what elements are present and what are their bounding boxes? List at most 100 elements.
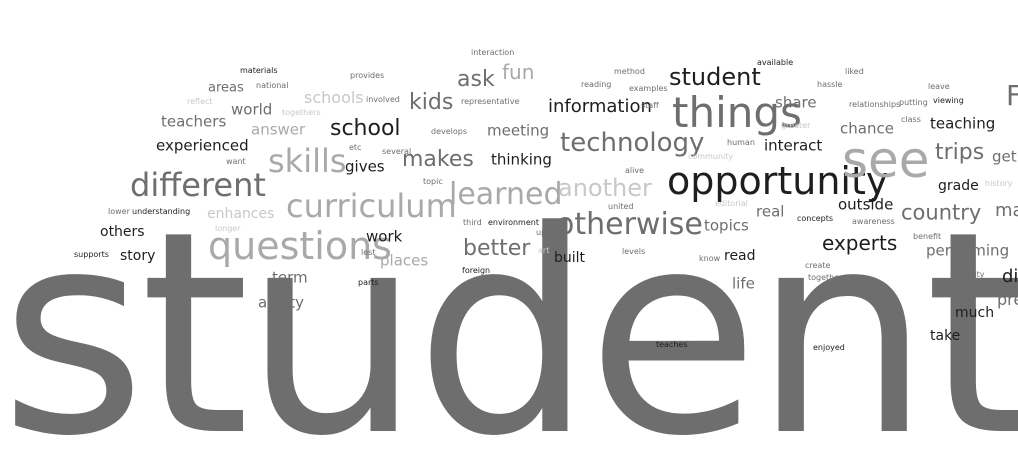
word-human: human xyxy=(727,138,755,147)
word-environment: environment xyxy=(488,218,539,227)
word-ma: ma xyxy=(995,200,1018,221)
word-life: life xyxy=(732,274,755,293)
word-performing: performing xyxy=(926,241,1010,260)
word-opportunity: opportunity xyxy=(667,159,889,203)
word-greater: greater xyxy=(781,121,811,130)
word-student: student xyxy=(669,63,761,91)
word-built: built xyxy=(554,250,586,266)
word-putting: putting xyxy=(899,98,928,107)
word-lest: lest xyxy=(361,248,376,257)
word-teachers: teachers xyxy=(161,112,227,131)
word-gives: gives xyxy=(345,157,385,176)
word-national: national xyxy=(256,81,289,90)
word-enjoyed: enjoyed xyxy=(813,343,845,352)
word-others: others xyxy=(100,224,145,240)
word-foreign: foreign xyxy=(462,266,491,275)
word-provides: provides xyxy=(350,71,385,80)
word-viewing: viewing xyxy=(933,96,964,105)
word-united: united xyxy=(608,202,634,211)
word-community: community xyxy=(688,152,734,161)
word-technology: technology xyxy=(560,128,705,158)
word-benefit: benefit xyxy=(913,232,942,241)
word-levels: levels xyxy=(622,247,646,256)
word-etc: etc xyxy=(349,143,362,152)
word-want: want xyxy=(226,157,246,166)
word-see: see xyxy=(842,131,930,189)
word-reading: reading xyxy=(581,80,612,89)
word-story: story xyxy=(120,248,156,264)
word-meeting: meeting xyxy=(487,121,550,140)
word-leave: leave xyxy=(928,82,950,91)
word-makes: makes xyxy=(402,147,474,172)
word-experts: experts xyxy=(822,231,898,255)
word-diversity: diversity xyxy=(950,270,985,279)
word-chance: chance xyxy=(840,119,894,138)
word-supports: supports xyxy=(74,250,109,259)
word-school: school xyxy=(330,116,401,141)
word-grade: grade xyxy=(938,178,979,194)
word-third: third xyxy=(463,218,482,227)
word-ability: ability xyxy=(258,293,304,312)
word-better: better xyxy=(463,236,531,261)
word-otherwise: otherwise xyxy=(556,207,703,242)
word-interact: interact xyxy=(764,136,823,155)
word-information: information xyxy=(548,96,652,117)
word-teaching: teaching xyxy=(930,114,996,133)
word-real: real xyxy=(756,202,785,221)
word-students: students xyxy=(0,172,1018,466)
word-read: read xyxy=(724,248,756,264)
word-questions: questions xyxy=(208,224,392,268)
word-different: different xyxy=(130,166,266,204)
word-schools: schools xyxy=(304,88,364,107)
word-method: method xyxy=(614,67,645,76)
word-examples: examples xyxy=(629,84,668,93)
word-available: available xyxy=(757,58,794,67)
word-together: together xyxy=(808,273,843,282)
word-answer: answer xyxy=(251,120,306,139)
word-teaches: teaches xyxy=(656,340,688,349)
word-create: create xyxy=(805,261,831,270)
word-much: much xyxy=(955,305,995,321)
word-share: share xyxy=(775,93,817,112)
word-liked: liked xyxy=(845,67,864,76)
word-topics: topics xyxy=(704,216,749,235)
word-f: F xyxy=(1006,79,1018,112)
word-interaction: interaction xyxy=(471,48,515,57)
word-hassle: hassle xyxy=(817,80,843,89)
word-things: things xyxy=(672,88,802,137)
word-know: know xyxy=(699,254,721,263)
word-fun: fun xyxy=(502,60,535,84)
word-thinking: thinking xyxy=(491,150,552,169)
word-world: world xyxy=(231,100,273,119)
word-areas: areas xyxy=(208,80,244,96)
word-longer: longer xyxy=(215,224,241,233)
word-di: di xyxy=(1002,266,1018,287)
word-country: country xyxy=(901,200,982,225)
word-relationships: relationships xyxy=(849,100,901,109)
word-trips: trips xyxy=(935,140,985,165)
word-topic: topic xyxy=(423,177,443,186)
word-enhances: enhances xyxy=(207,206,275,222)
word-understanding: understanding xyxy=(132,207,191,216)
word-editorial: editorial xyxy=(715,199,748,208)
word-parts: parts xyxy=(358,278,379,287)
word-several: several xyxy=(382,147,412,156)
word-pre: pre xyxy=(997,290,1018,309)
word-togethers: togethers xyxy=(282,108,321,117)
word-another: another xyxy=(558,174,652,202)
word-staff: staff xyxy=(641,101,659,110)
word-experienced: experienced xyxy=(156,136,249,155)
word-kids: kids xyxy=(409,90,454,115)
word-skills: skills xyxy=(268,142,347,180)
word-representative: representative xyxy=(461,97,520,106)
word-curriculum: curriculum xyxy=(286,187,457,225)
word-reflect: reflect xyxy=(187,97,213,106)
word-upon: upon xyxy=(536,228,557,237)
word-ask: ask xyxy=(457,67,495,92)
word-alive: alive xyxy=(625,166,645,175)
word-history: history xyxy=(985,179,1013,188)
word-term: term xyxy=(272,268,308,287)
word-work: work xyxy=(366,227,403,246)
word-concepts: concepts xyxy=(797,214,834,223)
